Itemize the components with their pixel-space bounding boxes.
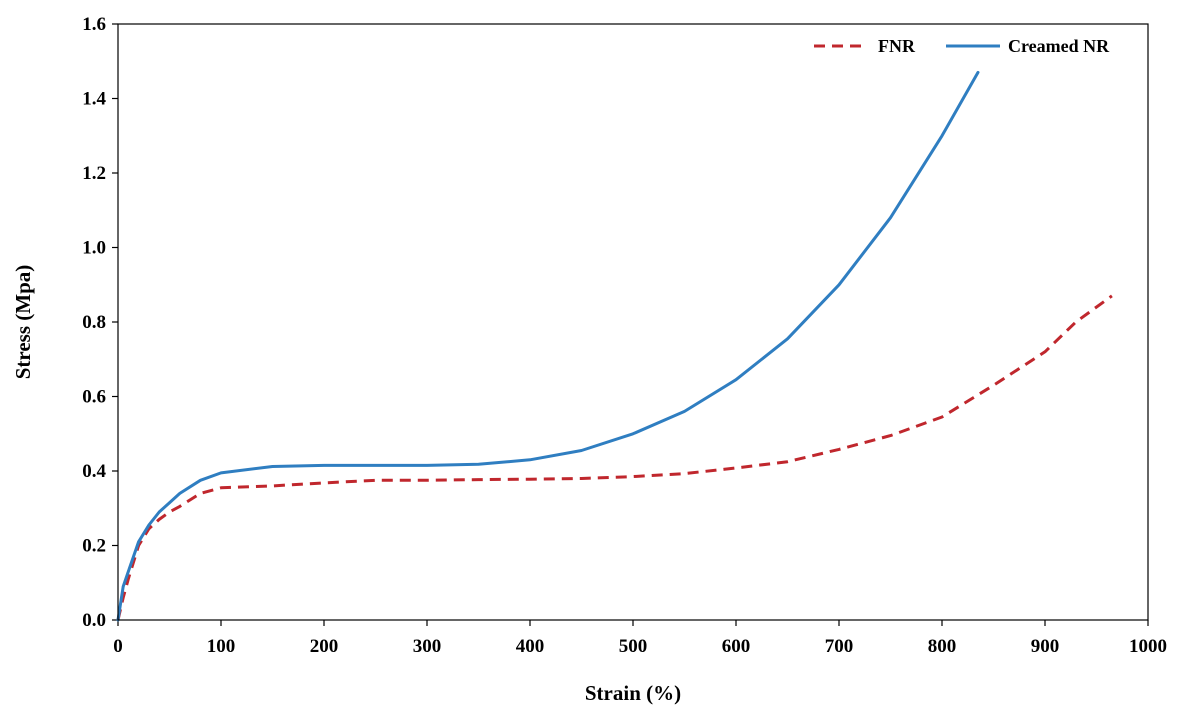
y-tick-label: 1.2 [82, 163, 106, 184]
y-tick-label: 0.6 [82, 387, 106, 408]
x-tick-label: 1000 [1129, 636, 1167, 657]
y-axis-title: Stress (Mpa) [11, 265, 35, 380]
y-tick-label: 0.0 [82, 610, 106, 631]
legend: FNR Creamed NR [814, 36, 1110, 56]
x-tick-label: 400 [516, 636, 545, 657]
x-axis-ticks: 0 100 200 300 400 500 600 700 800 900 1000 [113, 620, 1167, 657]
x-tick-label: 900 [1031, 636, 1060, 657]
y-tick-label: 1.6 [82, 14, 106, 35]
x-tick-label: 200 [310, 636, 339, 657]
series-line-fnr [116, 294, 1113, 621]
y-tick-label: 0.4 [82, 461, 106, 482]
x-tick-label: 300 [413, 636, 442, 657]
series-line-creamed-nr [116, 70, 980, 622]
y-tick-label: 1.0 [82, 238, 106, 259]
series-layer [116, 70, 1113, 622]
x-tick-label: 500 [619, 636, 648, 657]
legend-label-creamed-nr: Creamed NR [1008, 36, 1110, 56]
x-tick-label: 800 [928, 636, 957, 657]
x-axis-title: Strain (%) [585, 681, 681, 705]
x-tick-label: 700 [825, 636, 854, 657]
x-tick-label: 0 [113, 636, 123, 657]
y-tick-label: 1.4 [82, 89, 106, 110]
x-tick-label: 100 [207, 636, 236, 657]
y-axis-ticks: 0.0 0.2 0.4 0.6 0.8 1.0 1.2 1.4 1.6 [82, 14, 118, 631]
legend-label-fnr: FNR [878, 36, 916, 56]
plot-area-frame [117, 23, 1149, 621]
y-tick-label: 0.2 [82, 536, 106, 557]
y-tick-label: 0.8 [82, 312, 106, 333]
x-tick-label: 600 [722, 636, 751, 657]
